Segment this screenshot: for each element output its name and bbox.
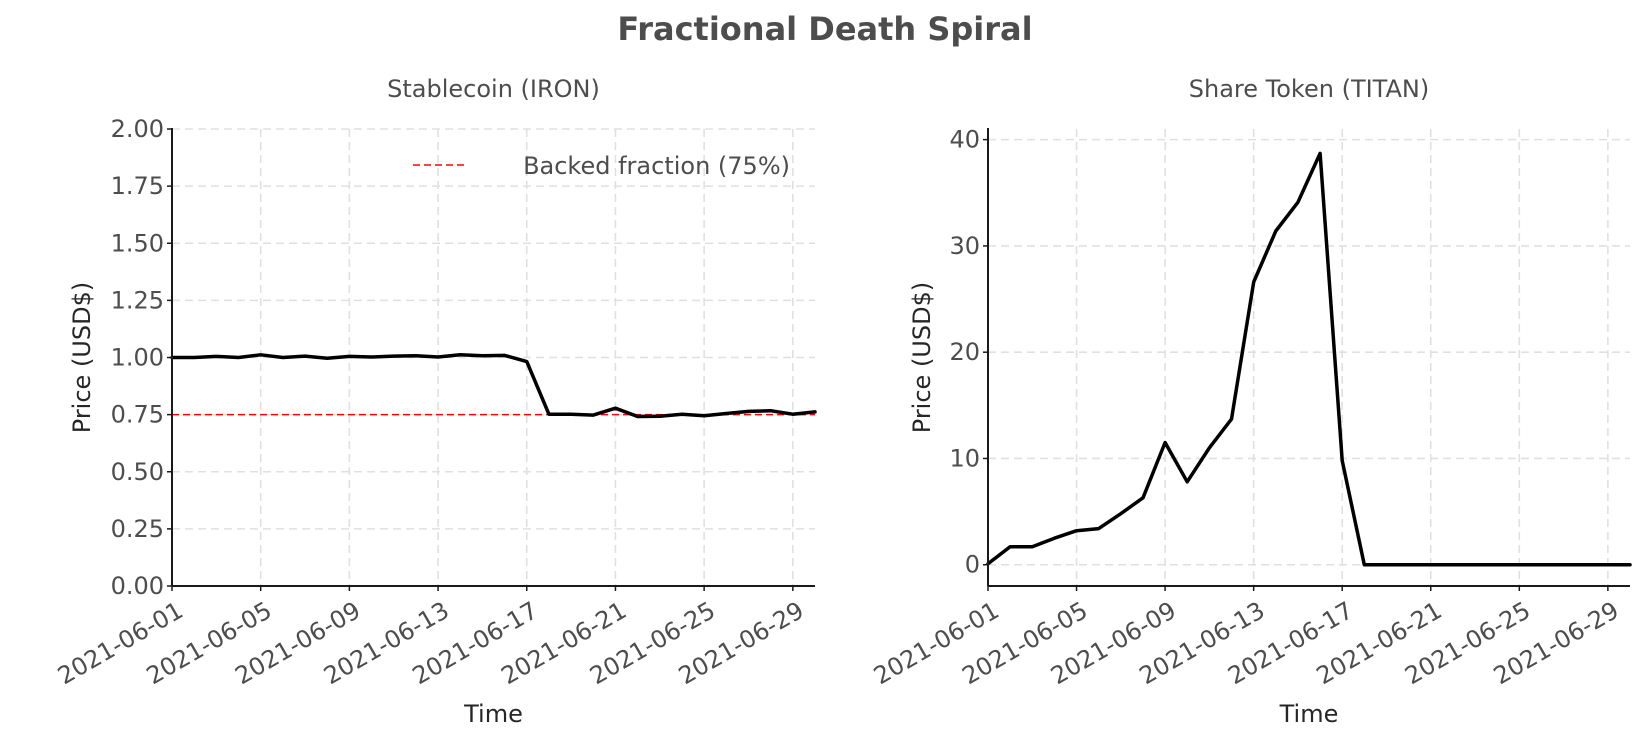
panel1-y-tick-label: 0.00 (111, 572, 164, 600)
panel2-x-axis-label: Time (1279, 700, 1339, 728)
panel2-y-axis-label: Price (USD$) (908, 282, 936, 433)
panel2-series-line (986, 151, 1632, 567)
panel2-y-tick-label: 40 (949, 126, 980, 154)
panel2-title: Share Token (TITAN) (1189, 75, 1429, 103)
panel1-y-tick-label: 1.50 (111, 229, 164, 257)
panel1-y-tick-label: 1.25 (111, 286, 164, 314)
panel1-y-tick-label: 0.50 (111, 458, 164, 486)
panel1-title: Stablecoin (IRON) (387, 75, 600, 103)
figure-title: Fractional Death Spiral (617, 10, 1032, 48)
panel1-series-line (170, 353, 817, 419)
panel2-y-tick-label: 0 (965, 551, 980, 579)
panel2-y-tick-label: 10 (949, 444, 980, 472)
panel2-y-tick-label: 30 (949, 232, 980, 260)
panel1-y-tick-label: 1.75 (111, 172, 164, 200)
panel1-y-tick-label: 0.25 (111, 515, 164, 543)
panel1-y-axis-label: Price (USD$) (68, 282, 96, 433)
panel1-y-tick-label: 1.00 (111, 344, 164, 372)
panel1-x-axis-label: Time (463, 700, 523, 728)
panel1-legend-label: Backed fraction (75%) (523, 152, 790, 180)
panel1-y-tick-label: 0.75 (111, 401, 164, 429)
panel2-y-tick-label: 20 (949, 338, 980, 366)
panel1-y-tick-label: 2.00 (111, 115, 164, 143)
